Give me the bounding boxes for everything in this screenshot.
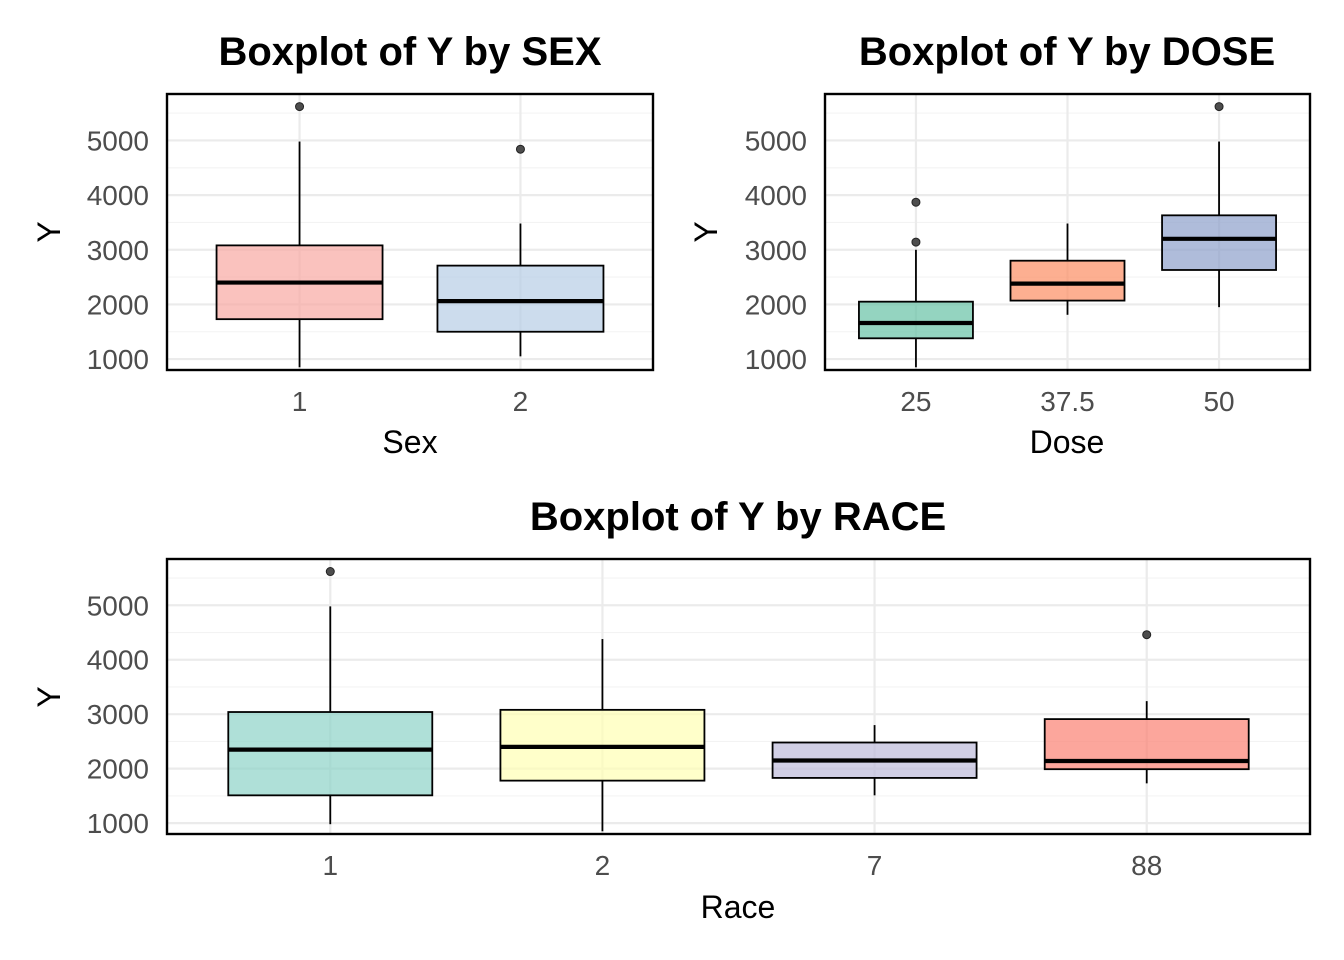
plot-frame-sex (165, 92, 655, 372)
chart-title-dose: Boxplot of Y by DOSE (859, 30, 1275, 74)
boxes-race (227, 567, 1250, 832)
ticks-race: 1000 2000 3000 4000 5000 1 2 7 88 (87, 590, 1163, 881)
box-sex-2 (436, 144, 605, 357)
x-tick-label-sex: 2 (513, 386, 529, 417)
iqr-box (436, 264, 605, 333)
chart-title-sex: Boxplot of Y by SEX (218, 30, 601, 74)
box-race-88 (1043, 630, 1250, 784)
y-axis-label-sex: Y (31, 221, 67, 242)
y-tick-label-race: 5000 (87, 590, 149, 621)
y-tick-label-sex: 3000 (87, 235, 149, 266)
panel-sex: Boxplot of Y by SEX Sex Y 1000 2000 3000 40… (31, 30, 655, 460)
x-tick-label-sex: 1 (292, 386, 308, 417)
y-tick-label-race: 3000 (87, 699, 149, 730)
y-tick-label-race: 1000 (87, 808, 149, 839)
x-tick-label-race: 88 (1131, 850, 1162, 881)
box-race-2 (499, 639, 706, 832)
y-tick-label-dose: 5000 (745, 125, 807, 156)
panel-dose: Boxplot of Y by DOSE Dose Y 1000 2000 3000… (688, 30, 1312, 460)
chart-title-race: Boxplot of Y by RACE (530, 495, 946, 539)
panel-race: Boxplot of Y by RACE Race Y 1000 2000 3000… (31, 495, 1312, 925)
y-tick-label-sex: 5000 (87, 125, 149, 156)
y-tick-label-sex: 2000 (87, 289, 149, 320)
boxes-sex (215, 102, 605, 368)
box-race-1 (227, 567, 434, 825)
y-tick-label-sex: 1000 (87, 344, 149, 375)
y-tick-label-dose: 2000 (745, 289, 807, 320)
ticks-dose: 1000 2000 3000 4000 5000 25 37.5 50 (745, 125, 1235, 417)
outlier-point (1142, 630, 1152, 640)
y-tick-label-dose: 4000 (745, 180, 807, 211)
outlier-point (1214, 102, 1224, 112)
outlier-point (911, 237, 921, 247)
iqr-box (858, 300, 974, 340)
box-race-7 (771, 725, 978, 796)
y-tick-label-sex: 4000 (87, 180, 149, 211)
plot-frame-dose (823, 92, 1312, 372)
iqr-box (227, 711, 434, 797)
y-tick-label-dose: 3000 (745, 235, 807, 266)
ticks-sex: 1000 2000 3000 4000 5000 1 2 (87, 125, 529, 417)
y-tick-label-race: 2000 (87, 754, 149, 785)
box-dose-25 (858, 197, 974, 368)
box-sex-1 (215, 102, 384, 368)
outlier-point (515, 144, 525, 154)
iqr-box (1009, 259, 1126, 302)
x-axis-label-race: Race (701, 889, 776, 925)
x-tick-label-race: 1 (322, 850, 338, 881)
outlier-point (911, 197, 921, 207)
iqr-box (1161, 214, 1277, 271)
x-tick-label-race: 2 (595, 850, 611, 881)
y-tick-label-dose: 1000 (745, 344, 807, 375)
outlier-point (295, 102, 305, 112)
x-axis-label-sex: Sex (382, 424, 437, 460)
box-dose-50 (1161, 102, 1277, 308)
plot-frame-race (165, 557, 1312, 836)
boxes-dose (858, 102, 1277, 368)
y-axis-label-race: Y (31, 686, 67, 707)
box-dose-37.5 (1009, 223, 1126, 315)
y-axis-label-dose: Y (688, 221, 724, 242)
x-tick-label-dose: 50 (1203, 386, 1234, 417)
outlier-point (325, 567, 335, 577)
x-tick-label-dose: 37.5 (1040, 386, 1095, 417)
x-tick-label-race: 7 (867, 850, 883, 881)
x-axis-label-dose: Dose (1030, 424, 1105, 460)
y-tick-label-race: 4000 (87, 645, 149, 676)
x-tick-label-dose: 25 (900, 386, 931, 417)
